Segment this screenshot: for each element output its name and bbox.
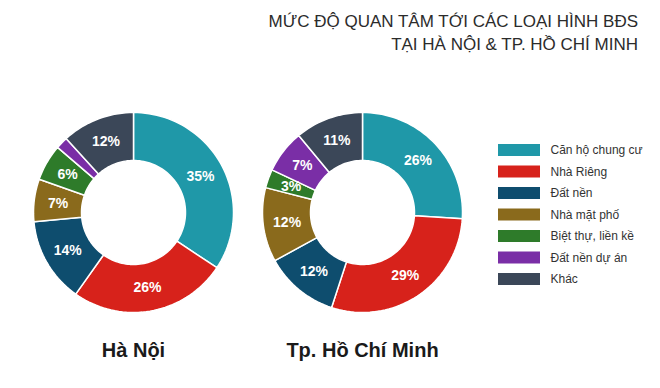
- svg-text:Đất nền: Đất nền: [551, 186, 593, 200]
- svg-text:3%: 3%: [281, 178, 302, 194]
- svg-text:Khác: Khác: [551, 272, 578, 286]
- svg-text:29%: 29%: [391, 267, 420, 283]
- svg-text:Tp. Hồ Chí Minh: Tp. Hồ Chí Minh: [286, 339, 438, 361]
- svg-text:14%: 14%: [54, 242, 83, 258]
- svg-text:12%: 12%: [273, 214, 302, 230]
- svg-text:11%: 11%: [323, 132, 351, 148]
- svg-text:6%: 6%: [58, 166, 79, 182]
- svg-text:Hà Nội: Hà Nội: [102, 339, 165, 361]
- svg-text:Nhà Riêng: Nhà Riêng: [551, 165, 608, 179]
- svg-text:Đất nền dự án: Đất nền dự án: [551, 251, 628, 265]
- svg-text:12%: 12%: [300, 263, 329, 279]
- svg-text:Biệt thự, liền kề: Biệt thự, liền kề: [551, 229, 635, 243]
- svg-text:Căn hộ chung cư: Căn hộ chung cư: [551, 143, 643, 157]
- svg-text:26%: 26%: [133, 279, 162, 295]
- svg-text:26%: 26%: [404, 152, 433, 168]
- svg-text:Nhà mặt phố: Nhà mặt phố: [551, 208, 620, 222]
- svg-text:35%: 35%: [186, 168, 215, 184]
- html-text:TẠI HÀ NỘI & TP. HỒ CHÍ MINH: TẠI HÀ NỘI & TP. HỒ CHÍ MINH: [391, 35, 638, 54]
- svg-text:12%: 12%: [92, 133, 121, 149]
- html-text:MỨC ĐỘ QUAN TÂM TỚI CÁC LOẠI H: MỨC ĐỘ QUAN TÂM TỚI CÁC LOẠI HÌNH BĐS: [268, 12, 638, 31]
- svg-text:7%: 7%: [48, 195, 69, 211]
- svg-text:7%: 7%: [292, 157, 313, 173]
